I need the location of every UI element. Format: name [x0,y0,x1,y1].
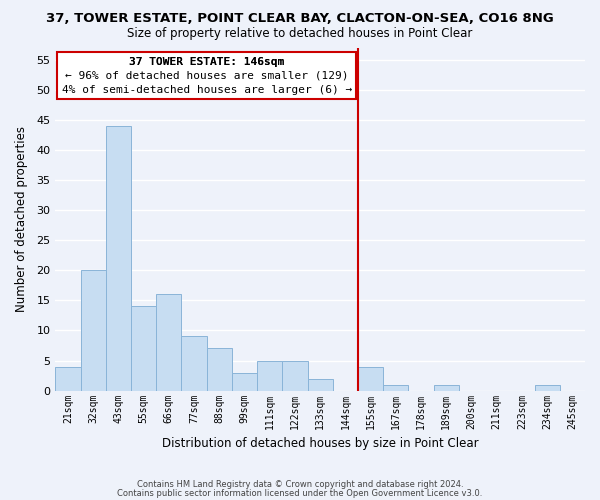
Bar [434,384,459,390]
Text: 37 TOWER ESTATE: 146sqm: 37 TOWER ESTATE: 146sqm [129,56,284,66]
Bar [131,306,156,390]
Text: 37 TOWER ESTATE: 146sqm
← 96% of detached houses are smaller (129)
4% of semi-de: 37 TOWER ESTATE: 146sqm ← 96% of detache… [62,56,352,94]
Bar [232,372,257,390]
Text: Contains public sector information licensed under the Open Government Licence v3: Contains public sector information licen… [118,488,482,498]
Bar [55,366,80,390]
Text: Contains HM Land Registry data © Crown copyright and database right 2024.: Contains HM Land Registry data © Crown c… [137,480,463,489]
Bar [80,270,106,390]
Bar [156,294,181,390]
Y-axis label: Number of detached properties: Number of detached properties [15,126,28,312]
Bar [257,360,283,390]
Text: Size of property relative to detached houses in Point Clear: Size of property relative to detached ho… [127,28,473,40]
Bar [106,126,131,390]
Bar [206,348,232,391]
X-axis label: Distribution of detached houses by size in Point Clear: Distribution of detached houses by size … [162,437,478,450]
Bar [358,366,383,390]
Bar [181,336,206,390]
Bar [383,384,409,390]
Bar [283,360,308,390]
Bar [308,378,333,390]
Bar [535,384,560,390]
Text: 37, TOWER ESTATE, POINT CLEAR BAY, CLACTON-ON-SEA, CO16 8NG: 37, TOWER ESTATE, POINT CLEAR BAY, CLACT… [46,12,554,26]
